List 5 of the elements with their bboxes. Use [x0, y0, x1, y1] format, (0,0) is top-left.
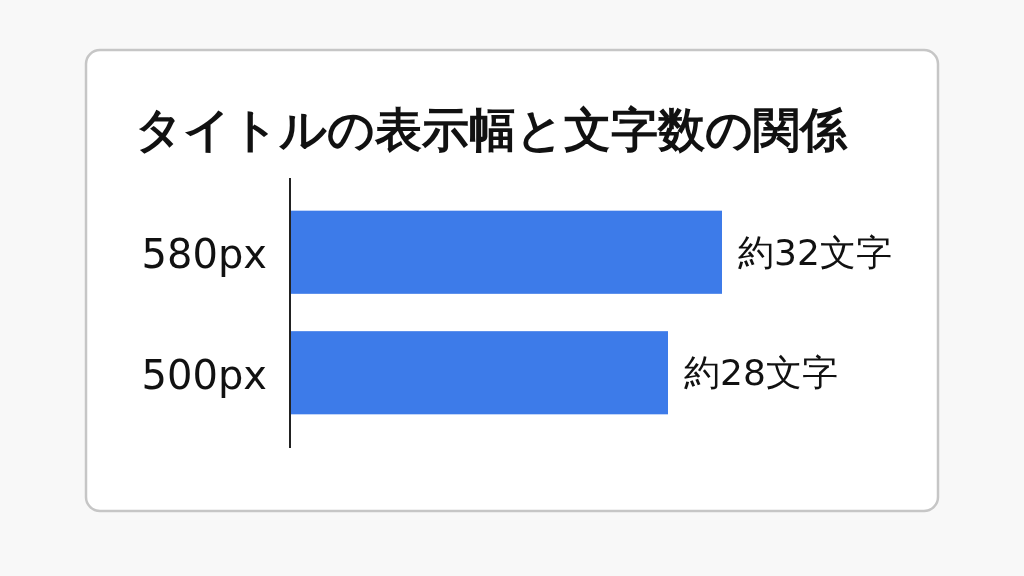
y-tick-label: 580px [141, 231, 267, 278]
data-label: 約28文字 [684, 352, 838, 394]
chart-title: タイトルの表示幅と文字数の関係 [135, 102, 848, 157]
y-tick-label: 500px [141, 351, 267, 398]
data-label: 約32文字 [738, 231, 892, 273]
